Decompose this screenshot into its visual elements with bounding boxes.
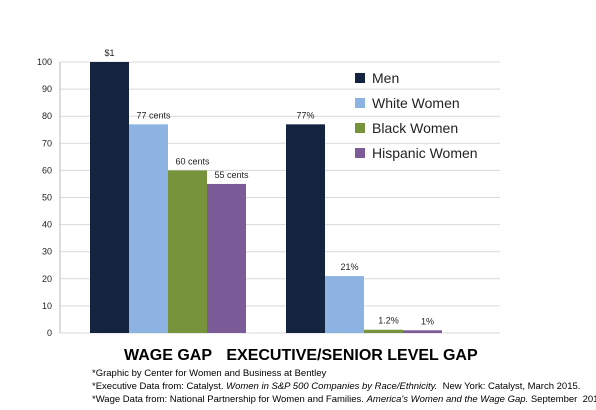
value-label: 55 cents xyxy=(214,170,249,180)
bar xyxy=(129,124,168,333)
y-tick-label: 60 xyxy=(42,165,52,175)
legend-swatch xyxy=(355,73,365,83)
y-tick-label: 50 xyxy=(42,193,52,203)
footnote-part: America's Women and the Wage Gap. xyxy=(366,394,529,405)
legend-swatch xyxy=(355,123,365,133)
footnote-part: *Executive Data from: Catalyst. xyxy=(92,381,226,392)
footnote-part: September 2015. xyxy=(528,394,596,405)
y-tick-label: 80 xyxy=(42,111,52,121)
footnote-part: *Wage Data from: National Partnership fo… xyxy=(92,394,367,405)
footnote-part: *Graphic by Center for Women and Busines… xyxy=(92,368,327,379)
y-tick-label: 0 xyxy=(47,328,52,338)
legend-label: Men xyxy=(372,70,399,86)
bar xyxy=(325,276,364,333)
value-label: 77% xyxy=(296,110,314,120)
value-label: 1% xyxy=(421,316,434,326)
x-tick-label: EXECUTIVE/SENIOR LEVEL GAP xyxy=(226,347,478,364)
value-label: 77 cents xyxy=(136,110,171,120)
footnote: *Graphic by Center for Women and Busines… xyxy=(92,368,327,379)
y-tick-label: 30 xyxy=(42,247,52,257)
bar xyxy=(364,329,403,333)
bar xyxy=(207,183,246,333)
footnote-part: New York: Catalyst, March 2015. xyxy=(437,381,580,392)
y-tick-label: 90 xyxy=(42,84,52,94)
y-tick-label: 40 xyxy=(42,220,52,230)
legend-swatch xyxy=(355,148,365,158)
value-label: 1.2% xyxy=(378,316,399,326)
bar xyxy=(168,170,207,333)
value-label: 21% xyxy=(340,262,358,272)
bar xyxy=(403,330,442,333)
bar xyxy=(90,62,129,333)
x-tick-label: WAGE GAP xyxy=(124,347,212,364)
y-tick-label: 70 xyxy=(42,138,52,148)
y-tick-label: 20 xyxy=(42,274,52,284)
bar xyxy=(286,124,325,333)
y-tick-label: 100 xyxy=(37,57,52,67)
y-tick-label: 10 xyxy=(42,301,52,311)
footnote-part: Women in S&P 500 Companies by Race/Ethni… xyxy=(226,381,437,392)
value-label: $1 xyxy=(104,48,114,58)
footnote: *Executive Data from: Catalyst. Women in… xyxy=(92,381,580,392)
legend-label: White Women xyxy=(372,95,460,111)
legend-label: Black Women xyxy=(372,120,458,136)
footnote: *Wage Data from: National Partnership fo… xyxy=(92,394,596,405)
legend-label: Hispanic Women xyxy=(372,145,478,161)
legend-swatch xyxy=(355,98,365,108)
value-label: 60 cents xyxy=(175,156,210,166)
